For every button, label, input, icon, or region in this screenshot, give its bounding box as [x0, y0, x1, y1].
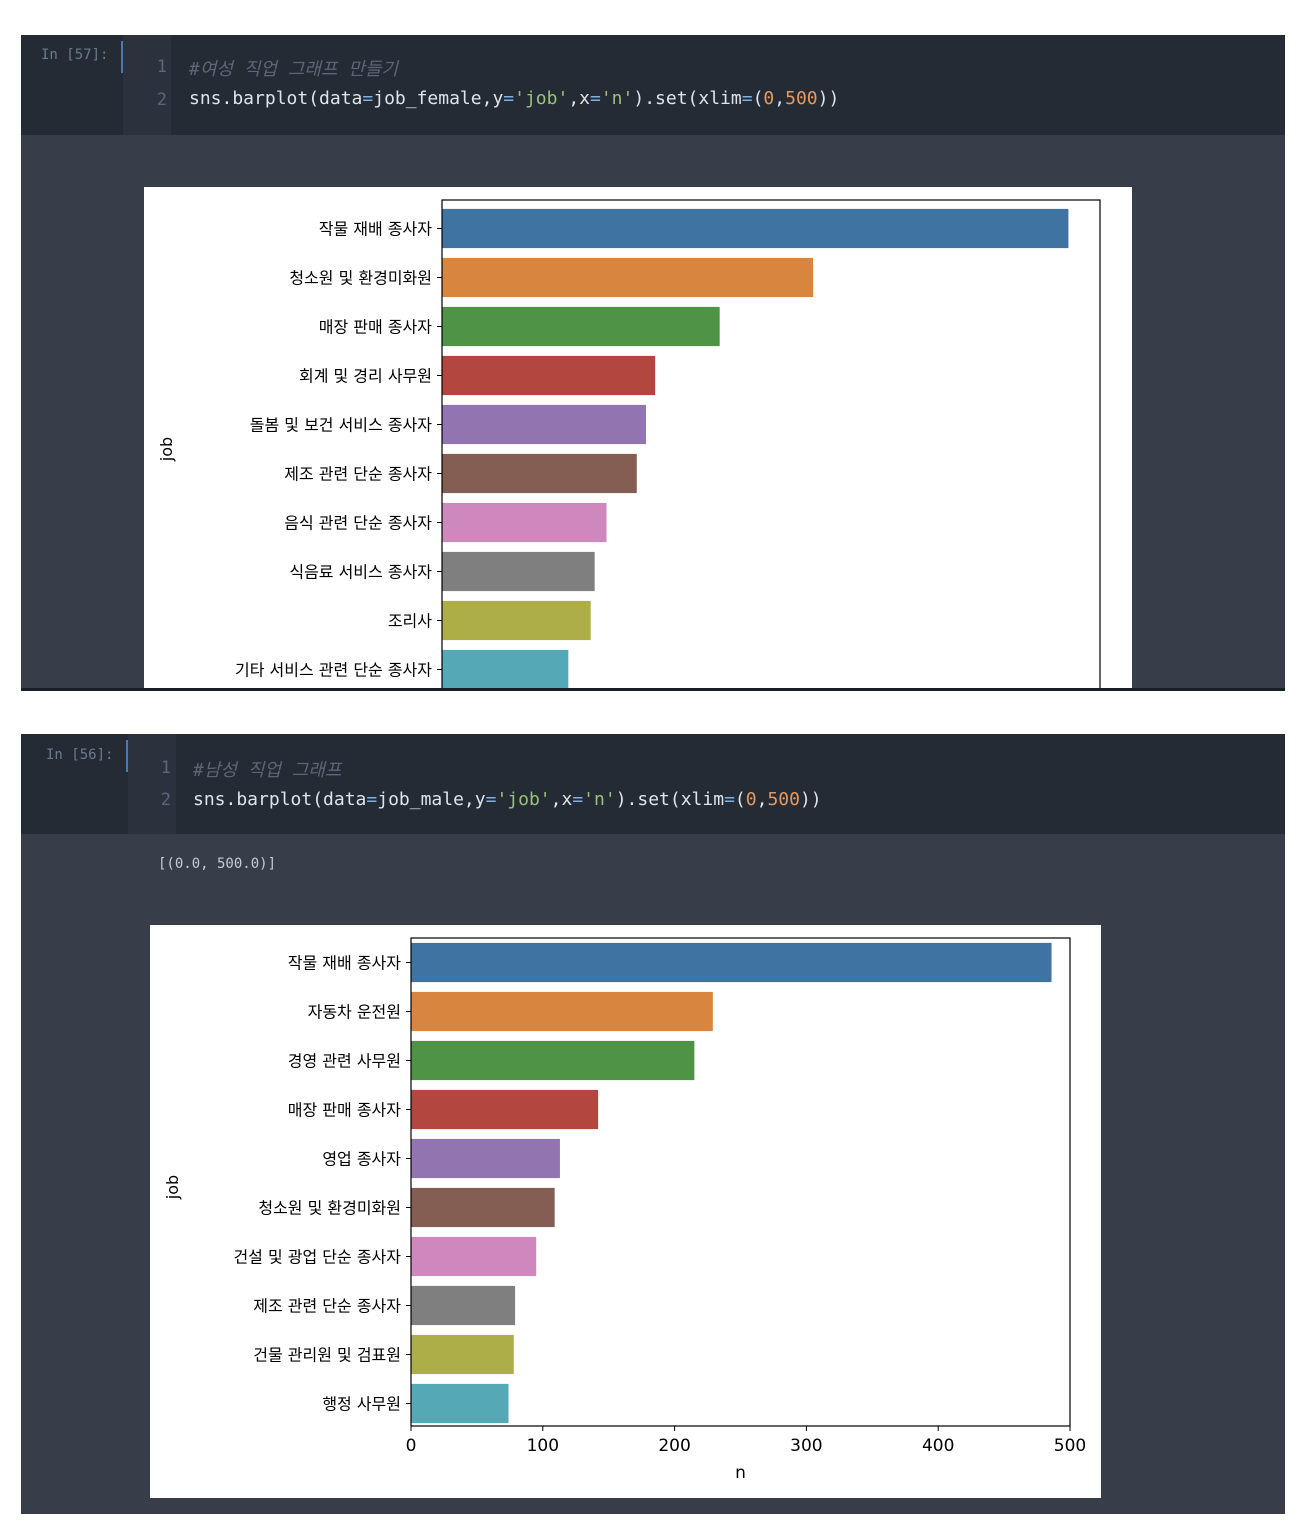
cell-selection-bar — [126, 740, 128, 772]
x-tick-label: 200 — [658, 1436, 690, 1456]
y-tick-label: 행정 사무원 — [322, 1395, 401, 1414]
bar — [411, 1138, 560, 1179]
x-tick-label: 100 — [527, 1436, 559, 1456]
y-tick-label: 건설 및 광업 단순 종사자 — [233, 1248, 401, 1267]
bar — [411, 1285, 516, 1326]
line-number-gutter — [123, 35, 171, 135]
bar — [411, 1383, 509, 1424]
bar — [411, 1334, 514, 1375]
bar — [411, 1089, 599, 1130]
axes-frame — [410, 937, 1071, 1427]
code-comment: #여성 직업 그래프 만들기 — [189, 59, 398, 80]
cell-prompt: In [56]: — [46, 747, 114, 763]
bar — [442, 257, 814, 298]
cell-output-text: [(0.0, 500.0)] — [158, 856, 277, 872]
y-tick-label: 음식 관련 단순 종사자 — [284, 514, 432, 533]
y-tick-label: 영업 종사자 — [322, 1150, 401, 1169]
y-tick-label: 청소원 및 환경미화원 — [289, 269, 432, 288]
y-tick-label: 돌봄 및 보건 서비스 종사자 — [250, 416, 433, 435]
bar — [442, 502, 607, 543]
y-tick-label: 기타 서비스 관련 단순 종사자 — [235, 661, 432, 680]
y-tick-label: 자동차 운전원 — [308, 1003, 401, 1022]
bar — [442, 355, 656, 396]
x-tick-label: 300 — [790, 1436, 822, 1456]
bar — [442, 208, 1069, 249]
bar — [411, 991, 713, 1032]
x-tick-label: 400 — [922, 1436, 954, 1456]
line-number-1: 1 — [160, 758, 171, 778]
bar — [442, 551, 595, 592]
y-tick-label: 경영 관련 사무원 — [288, 1052, 401, 1071]
y-tick-label: 작물 재배 종사자 — [319, 220, 432, 239]
y-tick-label: 제조 관련 단순 종사자 — [284, 465, 432, 484]
bar — [411, 1187, 555, 1228]
code-line: sns.barplot(data=job_female,y='job',x='n… — [189, 88, 840, 109]
cell-selection-bar — [121, 41, 123, 73]
code-line: sns.barplot(data=job_male,y='job',x='n')… — [193, 789, 822, 810]
x-axis-label: n — [735, 1463, 746, 1483]
code-input-area[interactable]: In [57]: 1 2 #여성 직업 그래프 만들기 sns.barplot(… — [21, 35, 1285, 135]
y-tick-label: 건물 관리원 및 검표원 — [253, 1346, 401, 1365]
x-tick-label: 500 — [1054, 1436, 1086, 1456]
bar — [411, 1040, 695, 1081]
notebook-cell-male[interactable]: In [56]: 1 2 #남성 직업 그래프 sns.barplot(data… — [21, 734, 1285, 1514]
y-axis-label: job — [157, 437, 176, 462]
code-input-area[interactable]: In [56]: 1 2 #남성 직업 그래프 sns.barplot(data… — [21, 734, 1285, 834]
notebook-cell-female[interactable]: In [57]: 1 2 #여성 직업 그래프 만들기 sns.barplot(… — [21, 35, 1285, 690]
x-tick-label: 0 — [406, 1436, 417, 1456]
y-tick-label: 작물 재배 종사자 — [288, 954, 401, 973]
y-tick-label: 매장 판매 종사자 — [288, 1101, 401, 1120]
bar — [442, 600, 591, 641]
cell-prompt: In [57]: — [41, 47, 109, 63]
bar — [442, 306, 720, 347]
y-tick-label: 조리사 — [388, 612, 432, 631]
y-tick-label: 매장 판매 종사자 — [319, 318, 432, 337]
y-tick-label: 제조 관련 단순 종사자 — [253, 1297, 401, 1316]
y-axis-label: job — [163, 1175, 182, 1200]
y-tick-label: 회계 및 경리 사무원 — [299, 367, 432, 386]
bar — [411, 1236, 537, 1277]
line-number-1: 1 — [156, 57, 167, 77]
line-number-2: 2 — [160, 790, 171, 810]
bar — [442, 453, 637, 494]
line-number-gutter — [128, 734, 176, 834]
code-comment: #남성 직업 그래프 — [193, 760, 342, 781]
y-tick-label: 청소원 및 환경미화원 — [258, 1199, 401, 1218]
axes-frame — [441, 199, 1101, 690]
y-tick-label: 식음료 서비스 종사자 — [289, 563, 432, 582]
bar — [411, 942, 1052, 983]
cell-divider — [21, 688, 1285, 691]
bar — [442, 404, 646, 445]
bar — [442, 649, 569, 690]
line-number-2: 2 — [156, 90, 167, 110]
